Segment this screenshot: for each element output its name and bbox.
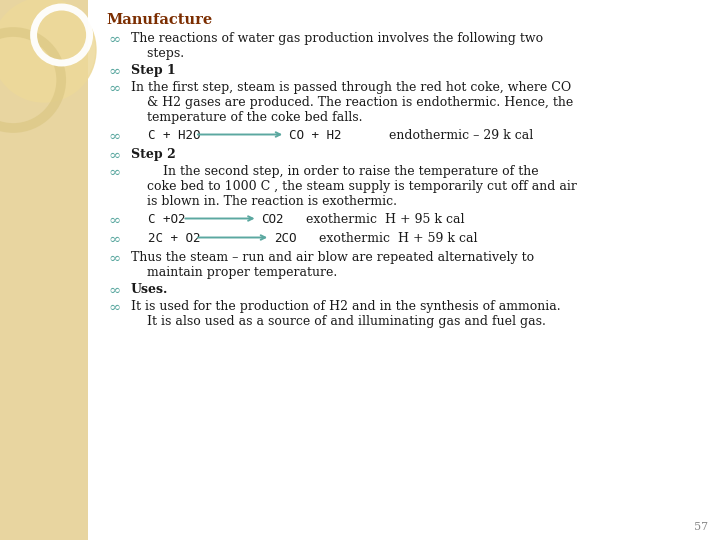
Text: CO2: CO2	[261, 213, 284, 226]
Text: ∞: ∞	[108, 214, 120, 228]
Text: ∞: ∞	[108, 166, 120, 180]
Text: 57: 57	[694, 522, 708, 532]
Text: C +O2: C +O2	[148, 213, 186, 226]
Text: Step 2: Step 2	[131, 148, 176, 161]
Text: ∞: ∞	[108, 252, 120, 266]
Text: Thus the steam – run and air blow are repeated alternatively to
    maintain pro: Thus the steam – run and air blow are re…	[131, 251, 534, 279]
Text: ∞: ∞	[108, 233, 120, 247]
Text: 2C + O2: 2C + O2	[148, 232, 200, 245]
Text: ∞: ∞	[108, 65, 120, 79]
Text: Uses.: Uses.	[131, 283, 168, 296]
Text: In the second step, in order to raise the temperature of the
    coke bed to 100: In the second step, in order to raise th…	[131, 165, 577, 208]
Text: The reactions of water gas production involves the following two
    steps.: The reactions of water gas production in…	[131, 32, 543, 60]
Text: endothermic – 29 k cal: endothermic – 29 k cal	[390, 129, 534, 142]
Text: ∞: ∞	[108, 82, 120, 96]
Text: ∞: ∞	[108, 130, 120, 144]
Text: ∞: ∞	[108, 33, 120, 47]
Bar	[0, 0, 88, 540]
Text: exothermic  H + 95 k cal: exothermic H + 95 k cal	[307, 213, 465, 226]
Text: In the first step, steam is passed through the red hot coke, where CO
    & H2 g: In the first step, steam is passed throu…	[131, 81, 573, 124]
Text: ∞: ∞	[108, 301, 120, 315]
Text: exothermic  H + 59 k cal: exothermic H + 59 k cal	[319, 232, 477, 245]
Text: Manufacture: Manufacture	[106, 13, 212, 27]
Text: ∞: ∞	[108, 149, 120, 163]
Text: CO + H2: CO + H2	[289, 129, 341, 142]
Text: 2CO: 2CO	[274, 232, 297, 245]
Circle shape	[0, 0, 96, 102]
Text: It is used for the production of H2 and in the synthesis of ammonia.
    It is a: It is used for the production of H2 and …	[131, 300, 561, 328]
Text: Step 1: Step 1	[131, 64, 176, 77]
Text: C + H2O: C + H2O	[148, 129, 200, 142]
Text: ∞: ∞	[108, 284, 120, 298]
